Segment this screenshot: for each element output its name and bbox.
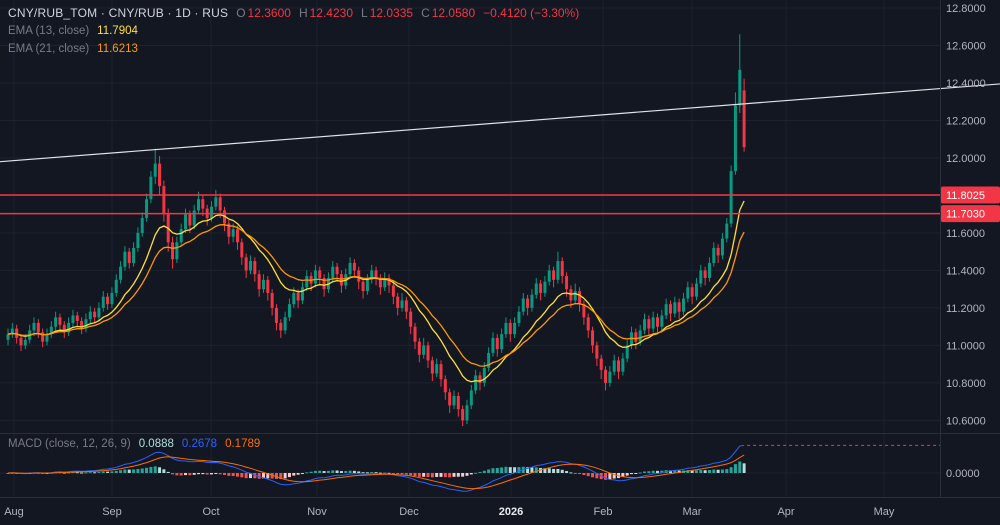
svg-text:Apr: Apr: [777, 506, 794, 518]
svg-text:Oct: Oct: [202, 506, 219, 518]
ema21-value: 11.6213: [97, 42, 138, 55]
svg-text:11.0000: 11.0000: [946, 340, 985, 352]
time-axis[interactable]: [0, 498, 1000, 525]
svg-text:11.8025: 11.8025: [946, 190, 985, 202]
svg-text:May: May: [874, 506, 895, 518]
macd-label: MACD (close, 12, 26, 9): [8, 437, 131, 450]
svg-text:Nov: Nov: [307, 506, 327, 518]
macd-signal-value: 0.1789: [225, 437, 261, 450]
svg-text:0.0000: 0.0000: [946, 468, 980, 480]
high-label: H: [298, 5, 308, 20]
svg-text:11.4000: 11.4000: [946, 265, 985, 277]
svg-text:12.2000: 12.2000: [946, 115, 986, 127]
svg-text:11.7030: 11.7030: [946, 209, 985, 221]
open-value: 12.3600: [247, 5, 291, 20]
low-pair: L 12.0335: [361, 6, 413, 20]
svg-text:2026: 2026: [499, 506, 523, 518]
close-pair: C 12.0580: [421, 6, 475, 20]
svg-text:11.6000: 11.6000: [946, 228, 985, 240]
low-label: L: [361, 5, 368, 20]
svg-text:10.8000: 10.8000: [946, 378, 986, 390]
price-axis[interactable]: [941, 0, 1000, 497]
high-value: 12.4230: [309, 5, 353, 20]
ema13-legend-row[interactable]: EMA (13, close) 11.7904: [8, 22, 579, 39]
svg-text:12.0000: 12.0000: [946, 153, 986, 165]
low-value: 12.0335: [369, 5, 414, 20]
svg-text:12.4000: 12.4000: [946, 78, 986, 90]
close-value: 12.0580: [431, 5, 476, 20]
svg-text:11.2000: 11.2000: [946, 303, 985, 315]
close-label: C: [421, 5, 430, 20]
svg-text:Dec: Dec: [399, 506, 419, 518]
ema21-legend-row[interactable]: EMA (21, close) 11.6213: [8, 40, 579, 57]
macd-line-value: 0.2678: [181, 437, 218, 450]
svg-text:Feb: Feb: [594, 506, 613, 518]
change-value: −0.4120 (−3.30%): [483, 5, 580, 20]
svg-text:Mar: Mar: [683, 506, 702, 518]
high-pair: H 12.4230: [299, 6, 353, 20]
symbol-legend-row[interactable]: CNY/RUB_TOM · CNY/RUB · 1D · RUS O 12.360…: [8, 4, 579, 21]
open-label: O: [236, 5, 246, 20]
svg-text:Aug: Aug: [4, 506, 24, 518]
svg-text:Sep: Sep: [102, 506, 122, 518]
svg-text:12.8000: 12.8000: [946, 3, 986, 15]
svg-text:10.6000: 10.6000: [946, 415, 986, 427]
symbol-title[interactable]: CNY/RUB_TOM · CNY/RUB · 1D · RUS: [8, 5, 229, 20]
ema13-value: 11.7904: [97, 24, 138, 37]
svg-text:12.6000: 12.6000: [946, 40, 986, 52]
ema21-label: EMA (21, close): [8, 42, 90, 55]
macd-legend-row[interactable]: MACD (close, 12, 26, 9) 0.0888 0.2678 0.…: [8, 435, 260, 452]
open-pair: O 12.3600: [236, 6, 291, 20]
main-chart-legend: CNY/RUB_TOM · CNY/RUB · 1D · RUS O 12.360…: [8, 4, 579, 57]
macd-hist-value: 0.0888: [138, 437, 174, 450]
ema13-label: EMA (13, close): [8, 24, 90, 37]
